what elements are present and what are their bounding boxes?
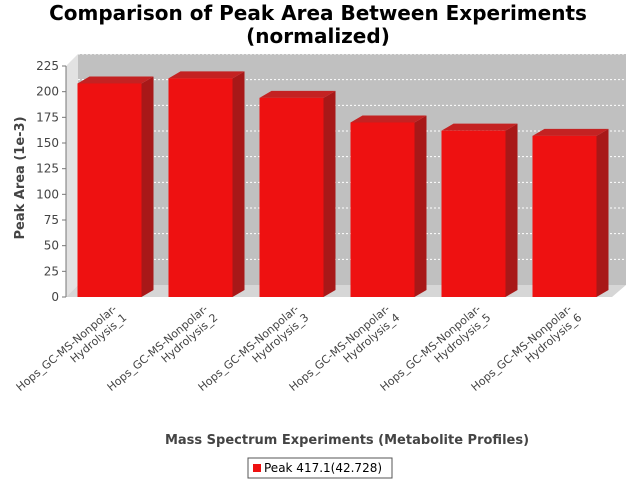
- bars: [77, 71, 609, 298]
- y-tick-label: 125: [36, 162, 59, 176]
- bar-side: [141, 76, 154, 297]
- bar: [532, 128, 609, 297]
- bar: [350, 115, 427, 297]
- bar-front: [441, 130, 506, 297]
- y-tick-label: 0: [51, 290, 59, 304]
- bar-side: [505, 123, 518, 298]
- y-axis: 0 25 50 75 100 125 150 175 200 225: [36, 59, 67, 304]
- bar: [259, 90, 336, 298]
- legend: Peak 417.1(42.728): [247, 457, 393, 479]
- y-tick-label: 100: [36, 187, 59, 201]
- legend-box: [247, 457, 393, 479]
- bar: [168, 71, 245, 297]
- bar-top: [441, 123, 518, 131]
- bar-front: [532, 135, 597, 297]
- x-axis-label: Mass Spectrum Experiments (Metabolite Pr…: [165, 433, 529, 448]
- bar-front: [259, 97, 324, 298]
- bar-front: [168, 78, 233, 297]
- chart-subtitle: (normalized): [246, 24, 390, 48]
- bar-front: [77, 83, 142, 297]
- bar: [77, 76, 154, 297]
- y-tick-label: 225: [36, 59, 59, 73]
- y-tick-label: 150: [36, 136, 59, 150]
- bar-front: [350, 122, 415, 297]
- plot-side-wall: [66, 54, 78, 297]
- bar-top: [259, 90, 336, 98]
- bar-side: [232, 71, 245, 297]
- legend-label: Peak 417.1(42.728): [264, 461, 382, 475]
- y-tick-label: 200: [36, 85, 59, 99]
- bar-side: [596, 128, 609, 297]
- bar: [441, 123, 518, 298]
- y-tick-label: 75: [44, 213, 59, 227]
- y-tick-label: 50: [44, 239, 59, 253]
- legend-swatch: [253, 464, 261, 472]
- y-tick-label: 175: [36, 110, 59, 124]
- bar-top: [168, 71, 245, 79]
- bar-side: [414, 115, 427, 297]
- bar-top: [532, 128, 609, 136]
- y-axis-label: Peak Area (1e-3): [13, 116, 28, 239]
- bar-top: [350, 115, 427, 123]
- bar-top: [77, 76, 154, 84]
- x-tick-label-line: Hops_GC-MS-Nonpolar-: [14, 302, 120, 394]
- y-tick-label: 25: [44, 264, 59, 278]
- bar-side: [323, 90, 336, 298]
- chart-title: Comparison of Peak Area Between Experime…: [49, 1, 587, 25]
- x-axis-categories: Hops_GC-MS-Nonpolar-Hydrolysis_1Hops_GC-…: [14, 302, 585, 394]
